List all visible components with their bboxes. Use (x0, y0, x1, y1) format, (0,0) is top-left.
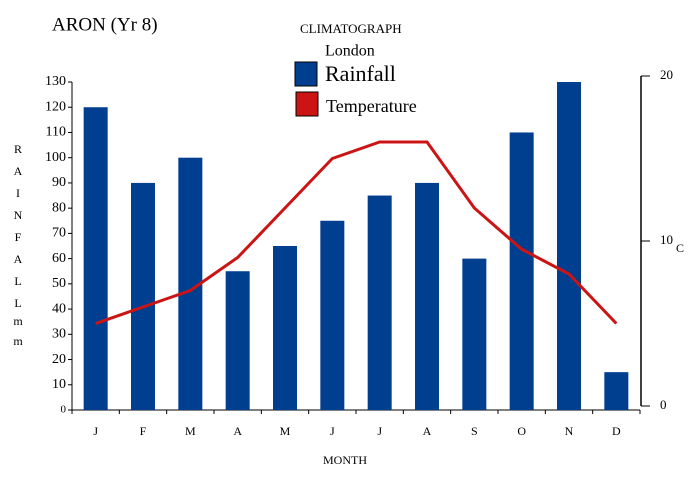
y-tick-label: 90 (52, 175, 66, 190)
x-tick-label: F (140, 424, 147, 438)
bar (415, 182, 439, 410)
y-axis-unit: m (13, 334, 23, 348)
y-tick-label: 30 (52, 327, 66, 342)
bar (273, 246, 297, 410)
y-tick-label: 130 (45, 74, 66, 89)
y-axis-label: L (14, 274, 21, 288)
bar (604, 372, 629, 410)
x-tick-label: J (377, 424, 382, 438)
y-axis-label: A (14, 252, 23, 266)
x-tick-label: S (471, 424, 478, 438)
y-tick-label: 110 (46, 125, 66, 140)
y-tick-label: 120 (45, 99, 66, 114)
legend-label: Rainfall (325, 61, 396, 86)
x-tick-label: J (330, 424, 335, 438)
x-tick-label: J (93, 424, 98, 438)
y-axis-label: L (14, 296, 21, 310)
bar (557, 82, 581, 410)
y-axis-label: N (14, 208, 23, 222)
x-tick-label: M (280, 424, 291, 438)
y-axis-unit: m (13, 314, 23, 328)
y2-axis-label: C (676, 241, 684, 255)
y-tick-label: 20 (52, 352, 66, 367)
legend-label: Temperature (326, 96, 417, 116)
subtitle: London (325, 43, 375, 60)
y2-tick-label: 20 (660, 67, 673, 82)
chart-title: CLIMATOGRAPH (300, 21, 402, 36)
x-axis-label: MONTH (323, 453, 367, 467)
bar (83, 107, 108, 410)
y2-tick-label: 10 (660, 232, 673, 247)
x-tick-label: A (423, 424, 432, 438)
bar (320, 220, 345, 410)
y-axis-label: R (14, 142, 22, 156)
y-axis-label: A (14, 164, 23, 178)
bar (509, 132, 534, 410)
legend-swatch (295, 91, 319, 117)
x-tick-label: M (185, 424, 196, 438)
bar (131, 182, 155, 410)
bar (367, 195, 392, 410)
x-tick-label: O (517, 424, 526, 438)
bar (225, 271, 250, 410)
x-tick-label: D (612, 424, 621, 438)
y-tick-label: 100 (45, 150, 66, 165)
y-tick-label: 10 (52, 377, 66, 392)
line (95, 140, 618, 325)
y-tick-label: 70 (52, 226, 66, 241)
legend-swatch (294, 61, 318, 87)
y-tick-label: 50 (52, 276, 66, 291)
y-axis-label: I (16, 186, 20, 200)
x-tick-label: N (565, 424, 574, 438)
y-tick-label: 80 (52, 200, 66, 215)
y2-tick-label: 0 (660, 397, 667, 412)
bar (462, 258, 487, 410)
x-tick-label: A (233, 424, 242, 438)
y-tick-label: 0 (61, 404, 67, 416)
author: ARON (Yr 8) (52, 14, 158, 35)
y-tick-label: 60 (52, 251, 66, 266)
y-axis-label: F (15, 230, 22, 244)
y-tick-label: 40 (52, 301, 66, 316)
